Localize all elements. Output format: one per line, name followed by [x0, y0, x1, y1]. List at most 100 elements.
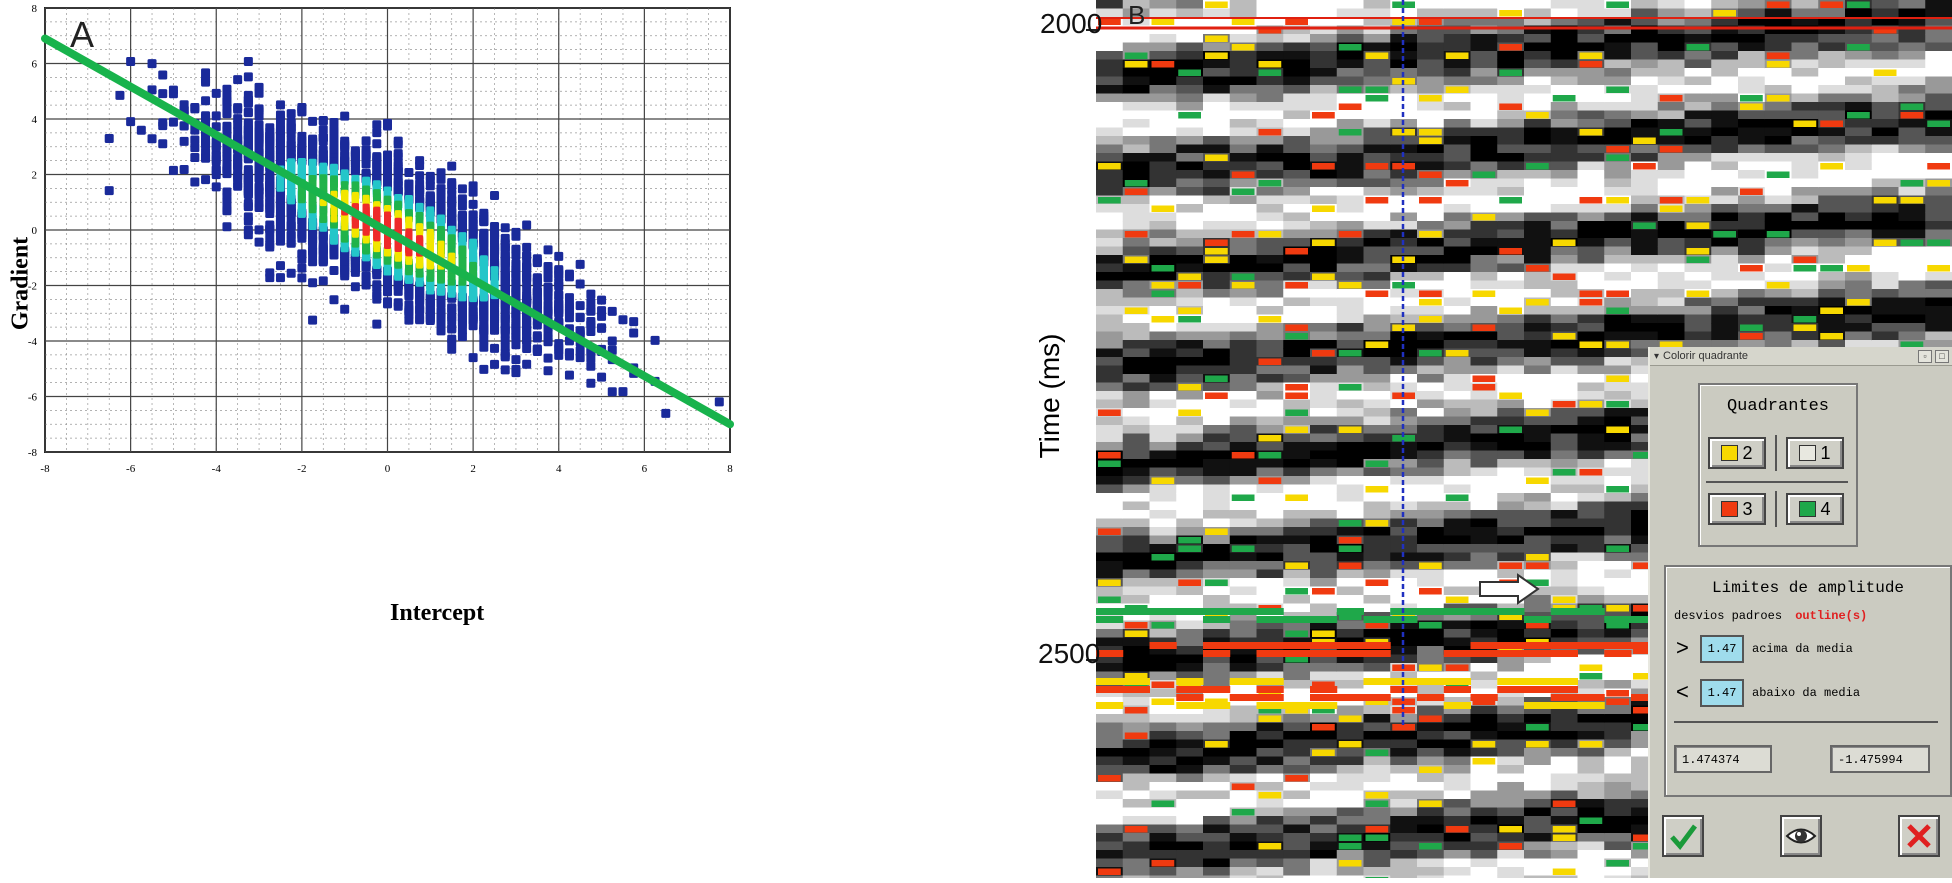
trace-cell — [1176, 85, 1203, 94]
trace-cell — [1176, 748, 1203, 757]
trace-cell — [1150, 417, 1177, 426]
trace-cell — [1390, 757, 1417, 766]
trace-cell — [1417, 791, 1444, 800]
trace-cell — [1230, 485, 1257, 494]
trace-cell — [1230, 553, 1257, 562]
trace-cell — [1257, 213, 1284, 222]
trace-cell — [1364, 774, 1391, 783]
trace-cell — [1444, 859, 1471, 868]
trace-cell — [1176, 34, 1203, 43]
trace-cell — [1123, 383, 1150, 392]
trace-cell — [1444, 374, 1471, 383]
trace-cell — [1364, 264, 1391, 273]
trace-cell — [1444, 451, 1471, 460]
trace-cell — [1096, 272, 1123, 281]
trace-cell — [1123, 816, 1150, 825]
anomaly-cell — [1446, 180, 1469, 187]
trace-cell — [1283, 604, 1310, 613]
trace-cell — [1337, 332, 1364, 341]
anomaly-cell — [1205, 393, 1228, 400]
trace-cell — [1176, 213, 1203, 222]
trace-cell — [1257, 391, 1284, 400]
trace-cell — [1203, 340, 1230, 349]
trace-cell — [1417, 816, 1444, 825]
trace-cell — [1364, 349, 1391, 358]
trace-cell — [1417, 60, 1444, 69]
trace-cell — [1096, 60, 1123, 69]
trace-cell — [1444, 425, 1471, 434]
trace-cell — [1203, 136, 1230, 145]
panel-a-label: A — [70, 14, 94, 56]
trace-cell — [1364, 306, 1391, 315]
scatter-point — [576, 301, 585, 310]
trace-cell — [1310, 816, 1337, 825]
trace-cell — [1310, 791, 1337, 800]
trace-cell — [1310, 213, 1337, 222]
trace-cell — [1337, 196, 1364, 205]
trace-cell — [1444, 714, 1471, 723]
trace-cell — [1417, 43, 1444, 52]
trace-cell — [1230, 833, 1257, 842]
trace-cell — [1257, 204, 1284, 213]
trace-cell — [1417, 570, 1444, 579]
trace-cell — [1364, 425, 1391, 434]
anomaly-cell — [1419, 350, 1442, 357]
trace-cell — [1257, 94, 1284, 103]
scatter-point — [511, 246, 520, 255]
trace-cell — [1150, 340, 1177, 349]
anomaly-cell — [1312, 750, 1335, 757]
trace-cell — [1310, 187, 1337, 196]
anomaly-cell — [1366, 95, 1389, 102]
trace-cell — [1283, 782, 1310, 791]
trace-cell — [1150, 332, 1177, 341]
anomaly-cell — [1285, 248, 1308, 255]
trace-cell — [1257, 459, 1284, 468]
trace-cell — [1176, 323, 1203, 332]
trace-cell — [1364, 451, 1391, 460]
trace-cell — [1230, 425, 1257, 434]
trace-cell — [1123, 332, 1150, 341]
trace-cell — [1390, 808, 1417, 817]
trace-cell — [1203, 672, 1230, 681]
trace-cell — [1123, 723, 1150, 732]
trace-cell — [1203, 170, 1230, 179]
x-tick-label: -2 — [297, 463, 306, 475]
trace-cell — [1283, 315, 1310, 324]
scatter-point — [501, 365, 510, 374]
trace-cell — [1176, 60, 1203, 69]
trace-cell — [1176, 808, 1203, 817]
trace-cell — [1364, 383, 1391, 392]
trace-cell — [1123, 714, 1150, 723]
trace-cell — [1364, 366, 1391, 375]
scatter-point — [244, 57, 253, 66]
scatter-point — [597, 296, 606, 305]
trace-cell — [1176, 77, 1203, 86]
scatter-point — [319, 116, 328, 125]
trace-cell — [1444, 578, 1471, 587]
anomaly-cell — [1366, 342, 1389, 349]
trace-cell — [1417, 706, 1444, 715]
trace-cell — [1364, 536, 1391, 545]
trace-cell — [1417, 102, 1444, 111]
anomaly-cell — [1366, 792, 1389, 799]
anomaly-cell — [1419, 767, 1442, 774]
trace-cell — [1230, 748, 1257, 757]
trace-cell — [1123, 578, 1150, 587]
trace-cell — [1150, 595, 1177, 604]
trace-cell — [1444, 527, 1471, 536]
trace-cell — [1257, 417, 1284, 426]
anomaly-cell — [1419, 95, 1442, 102]
trace-cell — [1310, 255, 1337, 264]
trace-cell — [1096, 391, 1123, 400]
trace-cell — [1337, 60, 1364, 69]
scatter-point — [597, 312, 606, 321]
anomaly-cell — [1419, 801, 1442, 808]
trace-cell — [1337, 119, 1364, 128]
scatter-point — [265, 220, 274, 229]
trace-cell — [1444, 476, 1471, 485]
anomaly-cell — [1125, 257, 1148, 264]
trace-cell — [1150, 765, 1177, 774]
trace-cell — [1123, 43, 1150, 52]
trace-cell — [1310, 247, 1337, 256]
anomaly-cell — [1259, 316, 1282, 323]
